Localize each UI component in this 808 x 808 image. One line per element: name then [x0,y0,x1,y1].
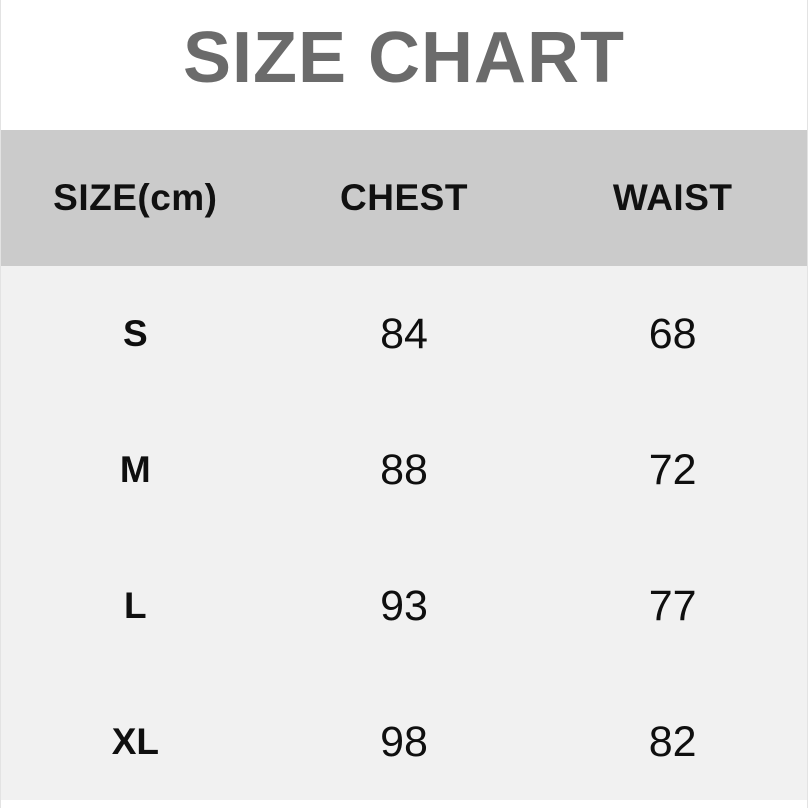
waist-cell: 77 [648,581,697,630]
column-header-waist: WAIST [612,177,733,218]
table-row-l: L 93 77 [1,538,807,674]
chart-title: SIZE CHART [183,18,625,98]
waist-cell: 82 [648,717,697,766]
waist-cell: 72 [648,445,697,494]
size-cell: XL [111,721,159,762]
chest-cell: 84 [380,309,428,358]
chest-cell: 93 [380,581,428,630]
table-row-s: S 84 68 [1,266,807,402]
size-cell: M [119,449,151,490]
bottom-margin-strip [1,800,807,808]
chest-cell: 88 [380,445,428,494]
table-row-m: M 88 72 [1,402,807,538]
title-band: SIZE CHART [1,0,807,130]
waist-cell: 68 [648,309,697,358]
size-cell: S [122,313,148,354]
table-header-row: SIZE(cm) CHEST WAIST [1,130,807,266]
column-header-size: SIZE(cm) [53,177,218,218]
size-cell: L [124,585,147,626]
table-body: S 84 68 M 88 72 L 93 77 XL 98 82 [1,266,807,808]
chest-cell: 98 [380,717,428,766]
column-header-chest: CHEST [340,177,468,218]
table-row-xl: XL 98 82 [1,674,807,808]
